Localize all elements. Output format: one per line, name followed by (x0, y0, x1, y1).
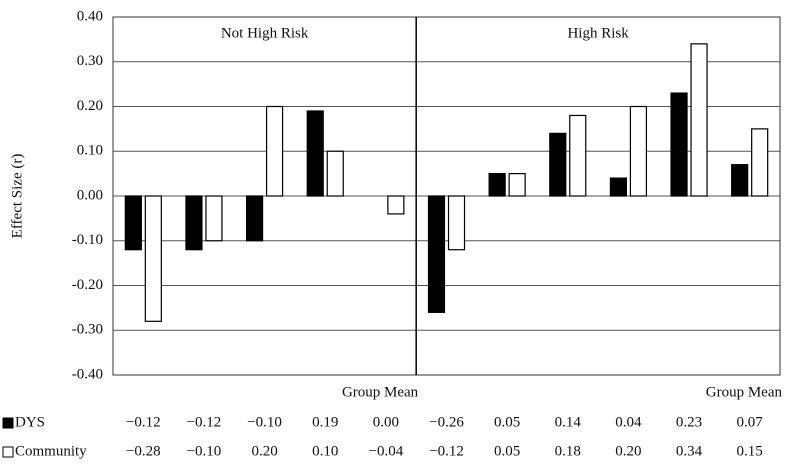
y-tick-label: 0.40 (77, 8, 103, 24)
bar (205, 195, 223, 242)
table-value: 0.14 (555, 414, 582, 430)
bar (124, 195, 142, 251)
legend-swatch (2, 446, 14, 458)
y-tick-label: 0.10 (77, 143, 103, 159)
table-value: 0.18 (555, 443, 581, 459)
table-value: −0.26 (429, 414, 464, 430)
table-value: 0.20 (615, 443, 641, 459)
y-tick-label: -0.20 (72, 277, 103, 293)
legend-label: DYS (15, 414, 45, 430)
table-value: 0.15 (737, 443, 763, 459)
y-axis-label: Effect Size (r) (9, 154, 25, 239)
table-value: −0.04 (369, 443, 404, 459)
bar (508, 173, 526, 197)
panel-title: Not High Risk (221, 25, 309, 41)
table-value: 0.00 (373, 414, 399, 430)
table-value: 0.23 (676, 414, 702, 430)
bar (144, 195, 162, 322)
bar (549, 132, 567, 197)
bar (245, 195, 264, 242)
table-value: −0.12 (187, 414, 222, 430)
bar (690, 43, 708, 197)
table-value: 0.05 (494, 443, 520, 459)
bar (488, 173, 506, 197)
table-value: 0.34 (676, 443, 703, 459)
table-value: −0.12 (126, 414, 161, 430)
table-value: 0.10 (312, 443, 338, 459)
table-value: 0.20 (251, 443, 277, 459)
bar (609, 177, 628, 197)
plot-frame (112, 16, 781, 376)
y-tick-label: 0.00 (77, 187, 103, 203)
table-value: −0.12 (429, 443, 464, 459)
table-value: 0.19 (312, 414, 338, 430)
bar (569, 114, 587, 197)
bar (427, 195, 446, 313)
table-value: 0.07 (737, 414, 764, 430)
x-tick-label: Group Mean (706, 384, 783, 400)
bar (447, 195, 466, 251)
panel-title: High Risk (567, 25, 629, 41)
table-value: 0.04 (615, 414, 642, 430)
y-tick-label: 0.30 (77, 53, 103, 69)
y-tick-label: -0.40 (72, 366, 103, 382)
y-tick-label: 0.20 (77, 98, 103, 114)
table-value: 0.05 (494, 414, 520, 430)
x-tick-label: Group Mean (342, 384, 419, 400)
y-tick-label: -0.30 (72, 322, 103, 338)
table-value: −0.28 (126, 443, 161, 459)
bar (326, 150, 344, 197)
bar (731, 164, 749, 197)
bar (306, 110, 324, 197)
bar (670, 92, 688, 197)
legend-label: Community (15, 443, 87, 459)
bar (387, 195, 405, 215)
bar (185, 195, 203, 251)
legend-swatch (2, 417, 14, 429)
bar (265, 105, 284, 197)
bar (629, 105, 648, 197)
bar (751, 128, 769, 197)
table-value: −0.10 (187, 443, 222, 459)
y-tick-label: -0.10 (72, 232, 103, 248)
table-value: −0.10 (247, 414, 282, 430)
